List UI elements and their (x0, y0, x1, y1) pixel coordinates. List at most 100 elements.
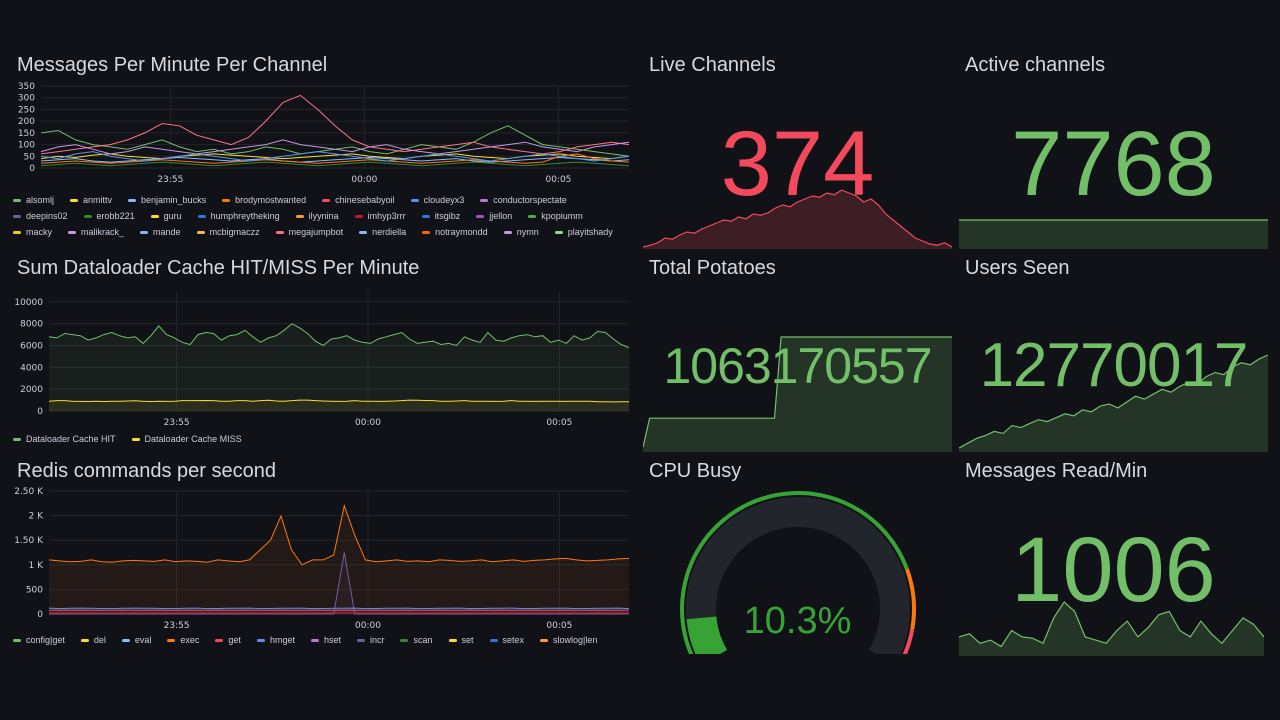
legend-label: brodymostwanted (235, 195, 307, 205)
legend-item[interactable]: set (448, 632, 474, 648)
legend-label: get (228, 635, 241, 645)
legend-item[interactable]: incr (356, 632, 384, 648)
dataloader-chart[interactable]: 0 2000 4000 6000 8000 10000 23:55 00:00 00:05 (11, 287, 631, 432)
legend-item[interactable]: guru (150, 208, 182, 224)
legend-item[interactable]: humphreytheking (197, 208, 280, 224)
redis-chart[interactable]: 0 500 1 K 1.50 K 2 K 2.50 K 23:55 00:00 00:05 (11, 485, 631, 635)
series-line[interactable] (49, 552, 629, 615)
sparkline-line (643, 336, 952, 448)
panel-title[interactable]: Users Seen (965, 257, 1070, 279)
legend-item[interactable]: hmget (256, 632, 295, 648)
legend-item[interactable]: erobb221 (83, 208, 135, 224)
legend-label: itsgibz (434, 211, 461, 221)
legend-item[interactable]: imhyp3rrr (354, 208, 406, 224)
panel-title[interactable]: CPU Busy (649, 460, 742, 482)
series-line[interactable] (40, 125, 630, 157)
legend-item[interactable]: conductorspectate (480, 192, 567, 208)
legend-item[interactable]: brodymostwanted (222, 192, 306, 208)
panel-title[interactable]: Redis commands per second (17, 460, 277, 482)
series-line[interactable] (40, 94, 630, 155)
legend-item[interactable]: malikrack_ (68, 224, 124, 240)
panel-title[interactable]: Active channels (965, 54, 1106, 76)
legend-label: jjellon (489, 211, 513, 221)
legend-item[interactable]: setex (489, 632, 524, 648)
legend-item[interactable]: quickhuntik (82, 240, 140, 244)
legend-item[interactable]: cloudeyx3 (410, 192, 464, 208)
legend-item[interactable]: megajumpbot (275, 224, 343, 240)
x-tick-label: 23:55 (164, 418, 190, 428)
series-line[interactable] (48, 323, 630, 349)
series-line[interactable] (48, 503, 630, 566)
legend-item[interactable]: mande (140, 224, 181, 240)
legend-item[interactable]: samukkha (156, 240, 210, 244)
legend-item[interactable]: kpopiumm (528, 208, 583, 224)
legend-swatch (448, 638, 457, 642)
legend-swatch (410, 198, 419, 202)
legend-item[interactable]: Dataloader Cache HIT (13, 431, 116, 447)
messages-read-value: 1006 (1011, 519, 1216, 621)
legend-item[interactable]: itsgibz (421, 208, 461, 224)
series-line[interactable] (40, 161, 630, 167)
legend-item[interactable]: config|get (13, 632, 65, 648)
legend-swatch (150, 214, 159, 218)
y-tick-label: 2.50 K (14, 487, 44, 497)
panel-title[interactable]: Live Channels (649, 54, 776, 76)
y-tick-label: 200 (18, 117, 35, 127)
legend-item[interactable]: playitshady (554, 224, 613, 240)
legend-item[interactable]: chinesebabyoil (322, 192, 395, 208)
x-tick-label: 00:00 (355, 418, 381, 428)
legend-swatch (322, 198, 331, 202)
legend-item[interactable]: nerdiella (359, 224, 406, 240)
legend-item[interactable]: ilyynina (295, 208, 339, 224)
series-line[interactable] (48, 607, 630, 610)
series-line[interactable] (40, 156, 630, 163)
sparkline-area (643, 337, 952, 453)
legend-swatch (476, 214, 485, 218)
legend-item[interactable]: notraymondd (422, 224, 488, 240)
legend-label: quickhuntik (95, 243, 140, 244)
legend-swatch (275, 230, 284, 234)
live-channels-sparkline (643, 189, 952, 250)
panel-title[interactable]: Sum Dataloader Cache HIT/MISS Per Minute (17, 257, 420, 279)
legend-item[interactable]: hset (310, 632, 341, 648)
legend-swatch (13, 638, 21, 642)
series-line[interactable] (40, 139, 630, 155)
legend-label: malikrack_ (81, 227, 125, 237)
legend-label: scan (413, 635, 433, 645)
panel-title[interactable]: Total Potatoes (649, 257, 776, 279)
legend-item[interactable]: benjamin_bucks (128, 192, 206, 208)
series-line[interactable] (40, 151, 630, 162)
series-line[interactable] (48, 399, 630, 403)
legend-swatch (400, 638, 409, 642)
legend-item[interactable]: mcbigmaczz (196, 224, 260, 240)
legend-item[interactable]: alsomlj (13, 192, 54, 208)
legend-item[interactable]: exec (167, 632, 199, 648)
y-tick-label: 4000 (20, 363, 43, 373)
legend-item[interactable]: jjellon (476, 208, 512, 224)
legend-item[interactable]: slowlog|len (540, 632, 597, 648)
legend-item[interactable]: potatbotat (13, 240, 66, 244)
legend-swatch (196, 230, 205, 234)
legend-item[interactable]: eval (121, 632, 151, 648)
legend-swatch (215, 638, 224, 642)
legend-item[interactable]: macky (13, 224, 52, 240)
legend-item[interactable]: nymn (503, 224, 539, 240)
legend-item[interactable]: anmittv (70, 192, 112, 208)
legend-swatch (80, 638, 89, 642)
y-tick-label: 6000 (20, 342, 43, 352)
legend-item[interactable]: deepins02 (13, 208, 68, 224)
series-line[interactable] (40, 153, 630, 164)
x-tick-label: 23:55 (157, 175, 183, 185)
panel-title[interactable]: Messages Per Minute Per Channel (17, 54, 328, 76)
legend-item[interactable]: Dataloader Cache MISS (131, 431, 242, 447)
legend-item[interactable]: ttl (13, 648, 33, 650)
legend-item[interactable]: get (215, 632, 241, 648)
y-tick-label: 0 (29, 164, 35, 174)
y-tick-label: 500 (26, 585, 43, 595)
legend-item[interactable]: del (80, 632, 106, 648)
y-tick-label: 2000 (20, 385, 43, 395)
legend-swatch (131, 437, 140, 441)
panel-title[interactable]: Messages Read/Min (965, 460, 1148, 482)
legend-item[interactable]: scan (400, 632, 433, 648)
